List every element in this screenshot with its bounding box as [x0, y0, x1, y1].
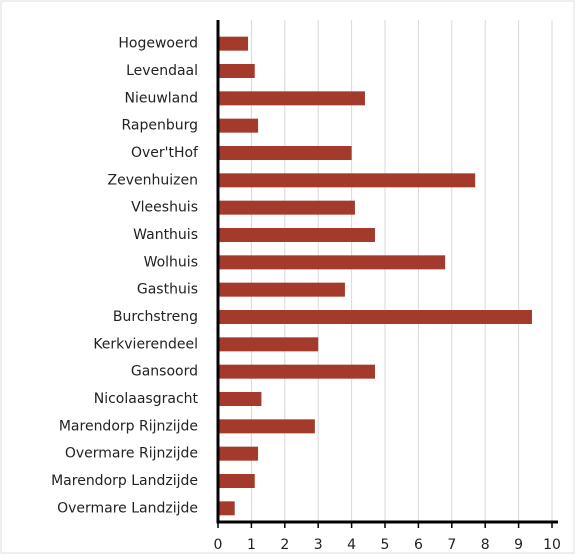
bar — [218, 64, 255, 78]
x-tick-label: 6 — [414, 537, 423, 553]
y-tick-label: Marendorp Landzijde — [51, 473, 198, 489]
x-tick-label: 9 — [514, 537, 523, 553]
y-tick-label: Levendaal — [126, 63, 198, 79]
bar — [218, 282, 345, 297]
y-tick-label: Kerkvierendeel — [93, 336, 198, 352]
y-tick-label: Nieuwland — [124, 90, 198, 106]
bar — [218, 173, 476, 188]
x-tick-label: 1 — [247, 537, 256, 553]
bar — [218, 228, 375, 242]
x-tick-label: 5 — [381, 537, 390, 553]
y-tick-label: Over'tHof — [131, 145, 199, 161]
y-tick-label: Vleeshuis — [131, 200, 198, 216]
bar — [218, 364, 375, 379]
x-tick-label: 10 — [543, 537, 561, 553]
bar — [218, 200, 355, 215]
bar — [218, 91, 365, 106]
y-tick-label: Zevenhuizen — [108, 172, 198, 188]
x-tick-label: 0 — [214, 537, 223, 553]
x-tick-label: 8 — [481, 537, 490, 553]
y-tick-label: Hogewoerd — [118, 36, 198, 52]
bar — [218, 337, 319, 352]
bar — [218, 118, 259, 133]
bar — [218, 255, 446, 270]
y-tick-label: Wanthuis — [133, 227, 198, 243]
y-tick-label: Overmare Landzijde — [57, 500, 198, 516]
bar — [218, 419, 315, 434]
x-tick-label: 3 — [314, 537, 323, 553]
y-tick-label: Overmare Rijnzijde — [65, 446, 198, 462]
x-tick-label: 4 — [347, 537, 356, 553]
y-tick-label: Gasthuis — [137, 282, 198, 298]
y-tick-label: Rapenburg — [121, 118, 198, 134]
y-tick-label: Gansoord — [131, 364, 198, 380]
bar — [218, 36, 249, 51]
bar — [218, 310, 532, 324]
bar — [218, 501, 235, 516]
y-tick-label: Marendorp Rijnzijde — [59, 418, 198, 434]
y-tick-label: Wolhuis — [144, 254, 198, 270]
bar — [218, 474, 255, 488]
bar — [218, 446, 259, 461]
y-tick-label: Nicolaasgracht — [94, 391, 199, 407]
x-tick-label: 7 — [447, 537, 456, 553]
y-tick-label: Burchstreng — [113, 309, 198, 325]
x-tick-label: 2 — [280, 537, 289, 553]
bar — [218, 392, 262, 406]
bar — [218, 146, 352, 160]
